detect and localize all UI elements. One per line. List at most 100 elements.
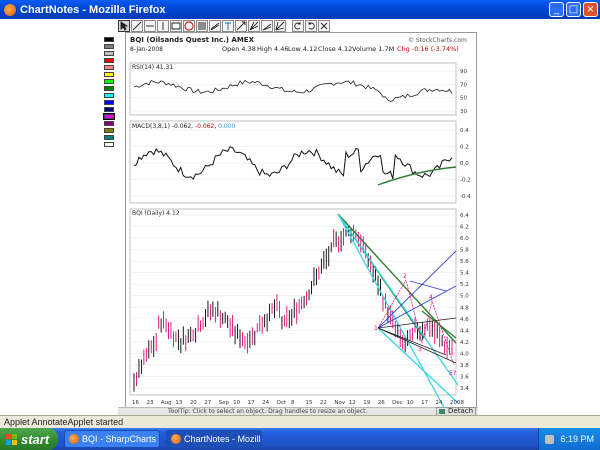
- taskbar-item-sharpcharts[interactable]: BQI - SharpCharts fr...: [64, 430, 160, 448]
- line-tool-button[interactable]: [131, 20, 143, 32]
- select-icon: [120, 21, 129, 31]
- speed-line-3[interactable]: [377, 327, 459, 404]
- rectangle-tool-button[interactable]: [170, 20, 182, 32]
- redo-tool-button[interactable]: [305, 20, 317, 32]
- vertical-line-tool-button[interactable]: [157, 20, 169, 32]
- start-button[interactable]: start: [0, 428, 58, 450]
- arrow-tool-button[interactable]: [235, 20, 247, 32]
- text-tool-button[interactable]: [222, 20, 234, 32]
- gann-fan-tool-button[interactable]: [274, 20, 286, 32]
- blue-fan-1[interactable]: [377, 250, 457, 329]
- color-swatch[interactable]: [103, 113, 115, 120]
- speed-lines-icon: [262, 23, 272, 31]
- axis-tick-label: 4.0: [460, 351, 469, 357]
- rsi-axis: 90 70 50 30: [130, 69, 467, 115]
- macd-trendline[interactable]: [377, 166, 457, 186]
- color-swatch[interactable]: [104, 37, 114, 42]
- date-tick-label: Aug: [161, 400, 172, 406]
- speed-line-2[interactable]: [337, 213, 459, 386]
- color-swatch[interactable]: [104, 86, 114, 91]
- color-swatch[interactable]: [104, 44, 114, 49]
- wave-label-4[interactable]: 4: [429, 294, 433, 301]
- tooltip-bar: ToolTip: Click to select an object. Drag…: [118, 407, 478, 416]
- redo-icon: [308, 22, 315, 30]
- select-tool-button[interactable]: [118, 20, 130, 32]
- date-tick-label: 26: [378, 400, 385, 406]
- macd-panel-frame: [129, 120, 457, 204]
- text-icon: [225, 22, 231, 30]
- wave-label-2[interactable]: 2: [403, 273, 407, 280]
- date-tick-label: 12: [349, 400, 356, 406]
- window-controls: _ □ ×: [549, 2, 598, 17]
- black-fan-2[interactable]: [377, 327, 457, 364]
- window-title: ChartNotes - Mozilla Firefox: [20, 3, 166, 16]
- chart-canvas[interactable]: BQI (Oilsands Quest Inc.) AMEX © StockCh…: [125, 32, 477, 412]
- color-swatch[interactable]: [104, 51, 114, 56]
- erase-tool-button[interactable]: [318, 20, 330, 32]
- green-channel-upper[interactable]: [337, 213, 457, 344]
- color-swatch[interactable]: [104, 72, 114, 77]
- color-swatch[interactable]: [104, 65, 114, 70]
- axis-tick-label: 6.2: [460, 225, 469, 231]
- horizontal-line-tool-button[interactable]: [144, 20, 156, 32]
- axis-tick-label: 5.2: [460, 282, 469, 288]
- watermark: © StockCharts.com: [408, 37, 467, 44]
- undo-tool-button[interactable]: [292, 20, 304, 32]
- color-swatch[interactable]: [104, 93, 114, 98]
- color-swatch[interactable]: [104, 142, 114, 147]
- date-tick-label: 24: [262, 400, 269, 406]
- color-swatch[interactable]: [104, 121, 114, 126]
- applet-area: BQI (Oilsands Quest Inc.) AMEX © StockCh…: [0, 19, 600, 416]
- wave-label-3[interactable]: 3: [418, 346, 422, 353]
- date-tick-label: Nov: [334, 400, 345, 406]
- quote-close: Close 4.12: [318, 45, 352, 53]
- color-swatch[interactable]: [104, 58, 114, 63]
- rsi-panel-frame: [129, 62, 457, 116]
- arrow-icon: [236, 21, 246, 31]
- color-swatch[interactable]: [104, 79, 114, 84]
- stock-chart[interactable]: BQI (Oilsands Quest Inc.) AMEX © StockCh…: [126, 33, 478, 413]
- firefox-icon: [69, 434, 79, 444]
- blue-wave-line[interactable]: [409, 280, 447, 292]
- color-palette: [103, 36, 117, 149]
- windows-logo-icon: [6, 433, 17, 445]
- undo-icon: [294, 22, 301, 30]
- close-button[interactable]: ×: [583, 2, 598, 17]
- rsi-line: [133, 79, 453, 102]
- trend-channel-tool-button[interactable]: [209, 20, 221, 32]
- axis-tick-label: 4.4: [460, 328, 469, 334]
- circle-tool-button[interactable]: [183, 20, 195, 32]
- minimize-button[interactable]: _: [549, 2, 564, 17]
- axis-tick-label: 70: [460, 82, 467, 88]
- quote-high: High 4.46: [257, 45, 288, 53]
- green-wave-line[interactable]: [421, 310, 457, 339]
- circle-icon: [184, 21, 194, 31]
- horizontal-line-icon: [146, 25, 154, 27]
- speed-lines-tool-button[interactable]: [261, 20, 273, 32]
- axis-tick-label: 6.0: [460, 236, 469, 242]
- network-icon[interactable]: [545, 434, 555, 444]
- speed-line-1[interactable]: [337, 213, 447, 412]
- blue-fan-2[interactable]: [377, 285, 457, 329]
- color-swatch[interactable]: [104, 100, 114, 105]
- price-panel-frame: [129, 208, 457, 396]
- color-swatch[interactable]: [104, 107, 114, 112]
- axis-tick-label: 30: [460, 109, 467, 115]
- vertical-line-icon: [162, 22, 164, 30]
- elliott-wave-path[interactable]: [377, 279, 455, 366]
- color-swatch[interactable]: [104, 135, 114, 140]
- axis-tick-label: 5.4: [460, 271, 469, 277]
- axis-tick-label: 5.8: [460, 248, 469, 254]
- pitchfork-tool-button[interactable]: [248, 20, 260, 32]
- taskbar-item-chartnotes[interactable]: ChartNotes - Mozilla ...: [166, 430, 262, 448]
- axis-tick-label: 5.0: [460, 294, 469, 300]
- wave-label-1[interactable]: 1: [374, 325, 378, 332]
- fibonacci-tool-button[interactable]: [196, 20, 208, 32]
- price-axis: 6.4 6.2 6.0 5.8 5.6 5.4 5.2 5.0 4.8 4.6 4.4 4.2 4.0 3…: [130, 213, 469, 392]
- wave-label-5[interactable]: 5?: [449, 370, 456, 377]
- annotations[interactable]: 1 2 3 4 5?: [337, 213, 459, 412]
- color-swatch[interactable]: [104, 128, 114, 133]
- black-fan-3[interactable]: [377, 327, 447, 356]
- trend-channel-icon: [210, 22, 220, 31]
- maximize-button[interactable]: □: [566, 2, 581, 17]
